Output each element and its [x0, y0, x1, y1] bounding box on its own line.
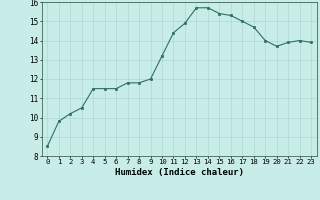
X-axis label: Humidex (Indice chaleur): Humidex (Indice chaleur) — [115, 168, 244, 177]
